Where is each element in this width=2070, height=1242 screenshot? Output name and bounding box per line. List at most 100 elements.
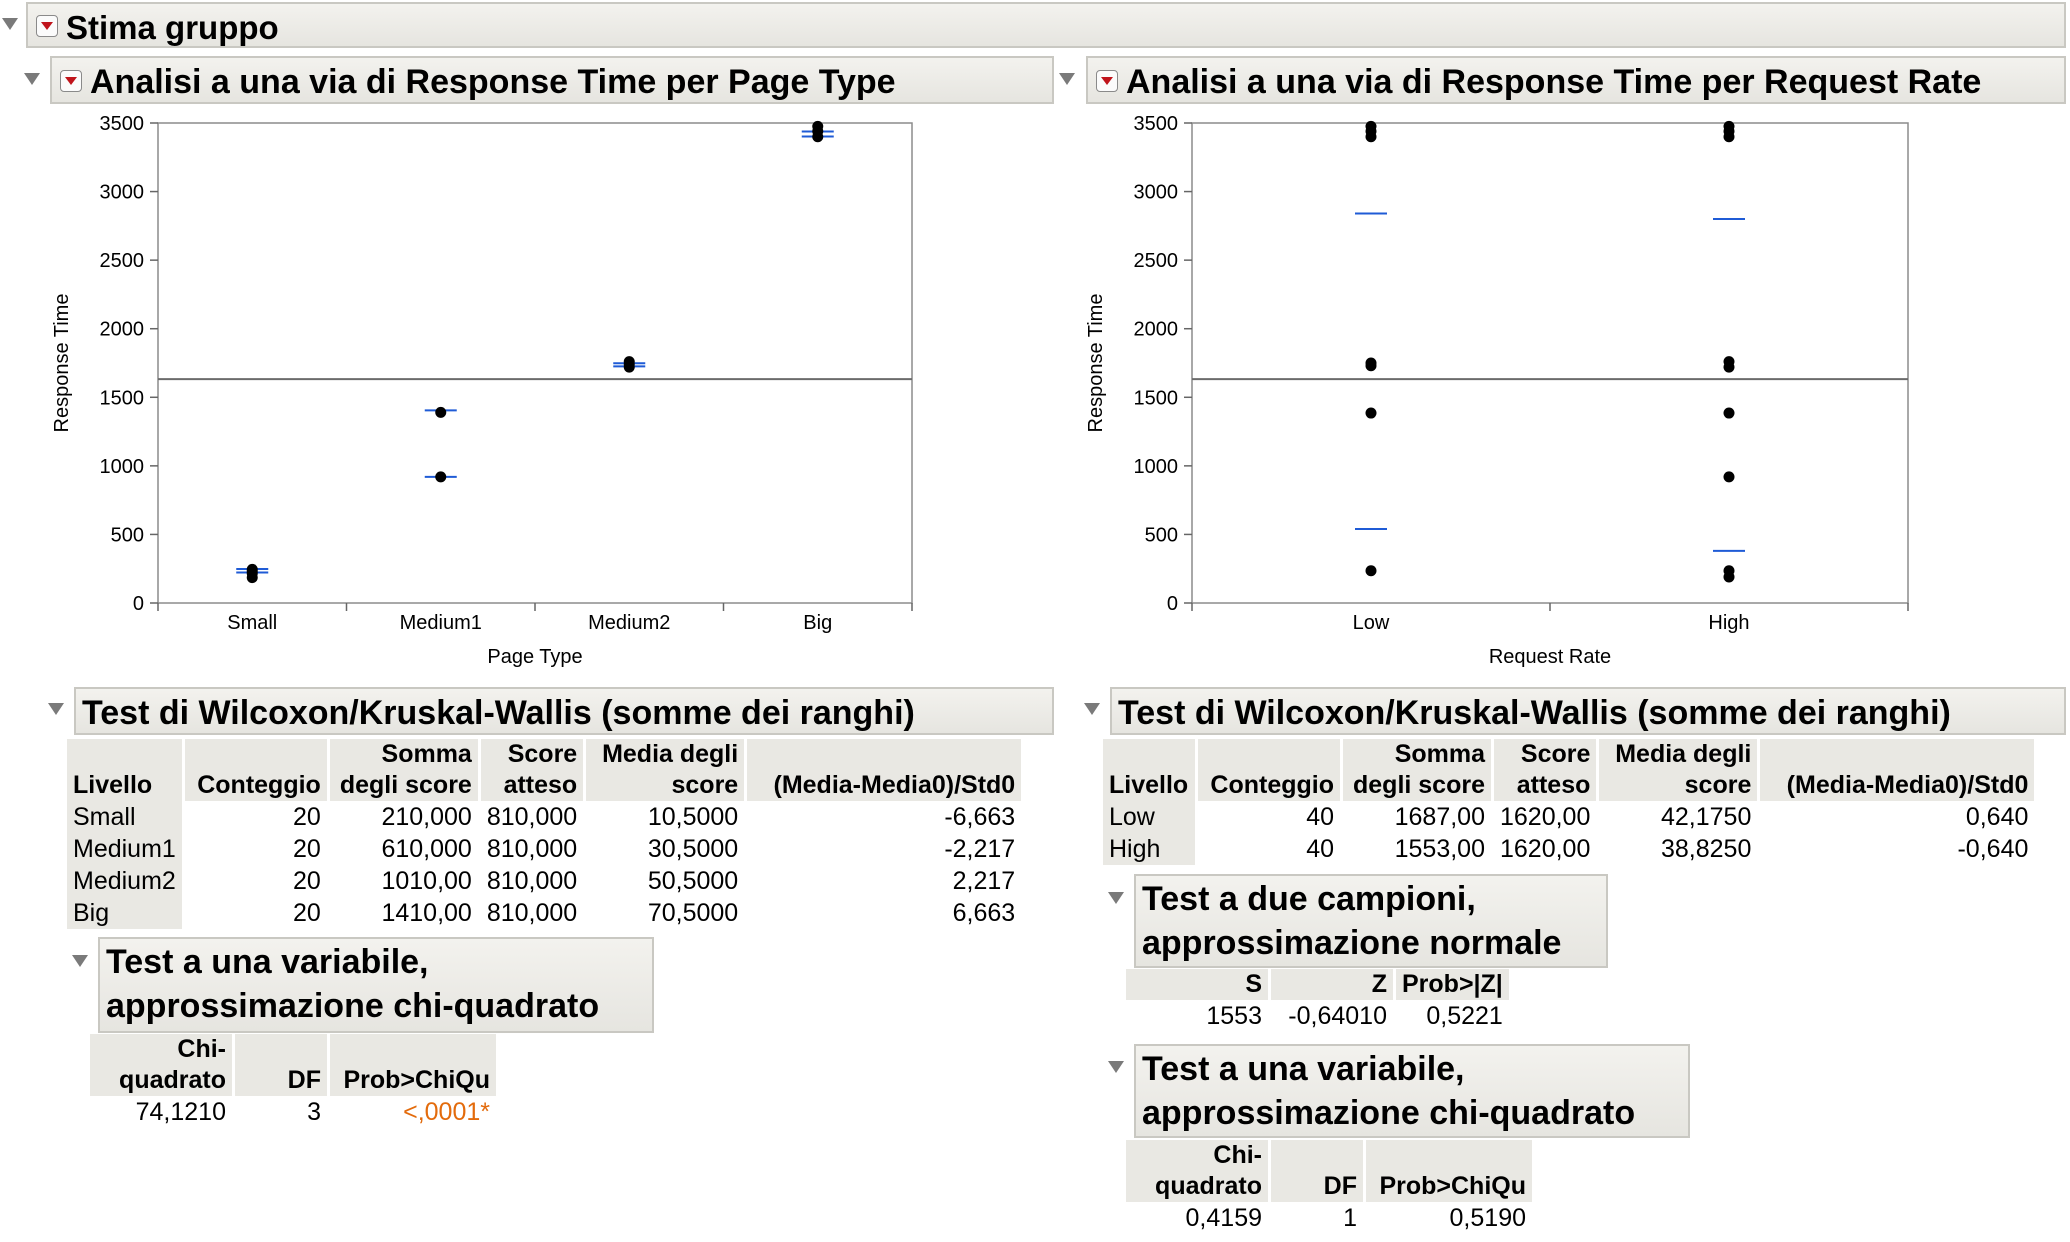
collapse-triangle-icon[interactable] (1108, 1061, 1124, 1073)
cell: 1687,00 (1394, 803, 1485, 831)
data-point (1723, 131, 1735, 143)
table-row: 0,4159 1 0,5190 (1126, 1202, 1532, 1234)
cell: High (1103, 833, 1195, 865)
cell: 1553 (1206, 1002, 1262, 1030)
y-tick-label: 3000 (100, 182, 145, 204)
collapse-triangle-icon[interactable] (2, 18, 18, 30)
cell: 1410,00 (381, 899, 472, 927)
collapse-triangle-icon[interactable] (1059, 73, 1075, 85)
col-df: DF (235, 1034, 327, 1096)
cell: 0,4159 (1185, 1204, 1262, 1232)
y-tick-label: 1500 (1134, 387, 1179, 409)
col-chi: Chi-quadrato (90, 1034, 232, 1096)
cell: 0,5190 (1449, 1204, 1526, 1232)
chi-header-row: Chi-quadrato DF Prob>ChiQu (90, 1034, 496, 1096)
col-livello: Livello (1103, 739, 1195, 801)
y-tick-label: 1500 (100, 387, 145, 409)
left-kw-title: Test di Wilcoxon/Kruskal-Wallis (somme d… (82, 694, 915, 732)
x-axis-label: Request Rate (1489, 646, 1611, 668)
table-row: High 40 1553,00 1620,00 38,8250 -0,640 (1103, 833, 2034, 865)
cell: 3 (307, 1098, 321, 1126)
cell: 1620,00 (1500, 835, 1591, 863)
col-prob: Prob>ChiQu (330, 1034, 496, 1096)
data-point (1723, 407, 1735, 419)
y-tick-label: 0 (133, 593, 144, 615)
col-s: S (1126, 969, 1268, 1000)
red-menu-icon[interactable] (1096, 70, 1118, 92)
red-menu-icon[interactable] (60, 70, 82, 92)
cell: Medium2 (67, 865, 182, 897)
collapse-triangle-icon[interactable] (48, 703, 64, 715)
col-atteso: Score atteso (480, 739, 584, 801)
col-conteggio: Conteggio (184, 739, 327, 801)
y-tick-label: 0 (1167, 593, 1178, 615)
left-kw-table: Livello Conteggio Somma degli score Scor… (64, 739, 1024, 929)
x-tick-label: Medium2 (588, 612, 670, 634)
col-livello: Livello (67, 739, 182, 801)
table-row: 74,1210 3 <,0001* (90, 1096, 496, 1128)
y-axis-label: Response Time (51, 294, 73, 433)
chart-request-rate: 0 500 1000 1500 2000 2500 3000 3500 Low High Reque… (1085, 113, 1909, 668)
cell: 50,5000 (647, 867, 739, 895)
data-point (812, 131, 824, 143)
cell: 20 (293, 899, 321, 927)
data-point (1365, 407, 1377, 419)
col-prob: Prob>ChiQu (1366, 1140, 1532, 1202)
y-tick-label: 500 (111, 524, 144, 546)
cell: 1553,00 (1394, 835, 1485, 863)
cell: 40 (1306, 803, 1334, 831)
data-point (435, 471, 447, 483)
cell: -0,64010 (1288, 1002, 1387, 1030)
table-row: Medium1 20 610,000 810,000 30,5000 -2,21… (67, 833, 1021, 865)
data-point (1723, 361, 1735, 373)
x-axis-label: Page Type (487, 646, 582, 668)
left-kw-header: Test di Wilcoxon/Kruskal-Wallis (somme d… (74, 687, 1054, 735)
y-tick-label: 2000 (1134, 319, 1179, 341)
right-chi-title-1: Test a una variabile, (1142, 1050, 1465, 1088)
collapse-triangle-icon[interactable] (1108, 892, 1124, 904)
left-chi-title-1: Test a una variabile, (106, 943, 429, 981)
kw-header-row: Livello Conteggio Somma degli score Scor… (1103, 739, 2035, 801)
outline-header: Stima gruppo (26, 2, 2066, 48)
cell: 210,000 (381, 803, 472, 831)
col-chi: Chi-quadrato (1126, 1140, 1268, 1202)
cell: 20 (293, 835, 321, 863)
cell: 40 (1306, 835, 1334, 863)
table-row: 1553 -0,64010 0,5221 (1126, 1000, 1509, 1032)
collapse-triangle-icon[interactable] (72, 955, 88, 967)
two-header-row: S Z Prob>|Z| (1126, 969, 1509, 1000)
left-panel-title: Analisi a una via di Response Time per P… (90, 63, 896, 101)
y-tick-label: 1000 (100, 456, 145, 478)
y-tick-label: 1000 (1134, 456, 1179, 478)
cell: 1620,00 (1500, 803, 1591, 831)
cell: -2,217 (944, 835, 1016, 863)
cell: 6,663 (952, 899, 1016, 927)
right-chi-table: Chi-quadrato DF Prob>ChiQu 0,4159 1 0,51… (1123, 1140, 1535, 1234)
cell: 1010,00 (381, 867, 472, 895)
cell: 1 (1343, 1204, 1357, 1232)
data-point (623, 361, 635, 373)
cell: -0,640 (1957, 835, 2029, 863)
col-media: Media degli score (586, 739, 745, 801)
cell: -6,663 (944, 803, 1016, 831)
col-chi-label: Chi-quadrato (1155, 1141, 1262, 1200)
table-row: Small 20 210,000 810,000 10,5000 -6,663 (67, 801, 1021, 833)
col-media-label: Media degli score (602, 740, 739, 799)
red-menu-icon[interactable] (36, 15, 58, 37)
collapse-triangle-icon[interactable] (1084, 703, 1100, 715)
cell: 0,640 (1965, 803, 2029, 831)
cell: 10,5000 (647, 803, 739, 831)
cell: 2,217 (952, 867, 1016, 895)
collapse-triangle-icon[interactable] (24, 73, 40, 85)
cell: 30,5000 (647, 835, 739, 863)
y-tick-label: 2500 (100, 250, 145, 272)
data-point (246, 572, 258, 584)
y-axis-label: Response Time (1085, 294, 1107, 433)
cell: 0,5221 (1426, 1002, 1503, 1030)
cell: 42,1750 (1661, 803, 1752, 831)
col-std: (Media-Media0)/Std0 (1760, 739, 2035, 801)
col-media-label: Media degli score (1615, 740, 1752, 799)
cell: 38,8250 (1661, 835, 1752, 863)
cell: 810,000 (486, 803, 578, 831)
right-two-title-1: Test a due campioni, (1142, 880, 1476, 918)
